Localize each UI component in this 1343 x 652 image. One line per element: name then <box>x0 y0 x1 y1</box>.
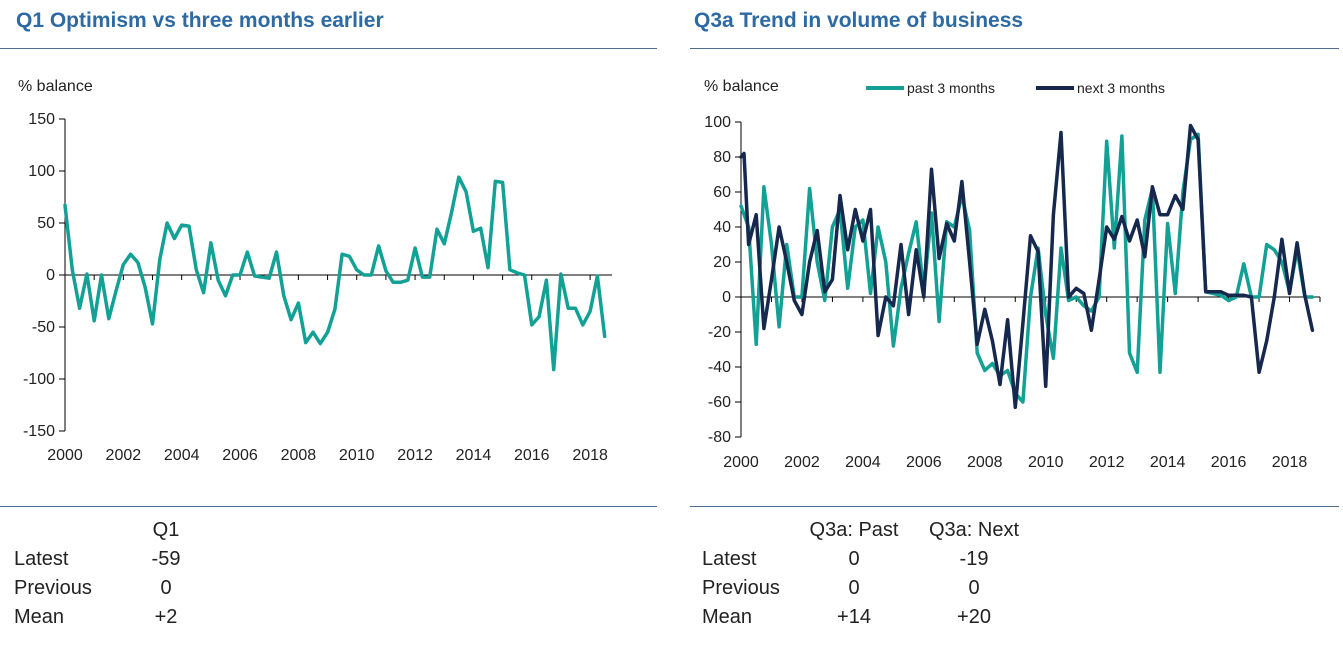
title-divider <box>690 48 1339 49</box>
x-tick-label: 2018 <box>572 447 608 464</box>
x-tick-label: 2016 <box>1211 454 1247 471</box>
stats-next-previous: 0 <box>968 577 980 599</box>
q3a-line-chart: % balance 100 80 60 40 20 0 -20 -40 -60 -80 2000 200… <box>704 78 1321 471</box>
y-tick-label: 60 <box>713 184 731 201</box>
y-tick-label: 0 <box>46 267 55 284</box>
stats-label-mean: Mean <box>14 606 65 628</box>
stats-previous-value: 0 <box>160 577 172 599</box>
stats-label-previous: Previous <box>14 577 92 599</box>
x-tick-label: 2014 <box>1150 454 1186 471</box>
stats-label-latest: Latest <box>702 548 757 570</box>
legend-label-1: next 3 months <box>1077 80 1165 96</box>
q1-panel: Q1 Optimism vs three months earlier % ba… <box>0 9 657 628</box>
stats-header-next: Q3a: Next <box>928 519 1020 541</box>
y-tick-label: 80 <box>713 149 731 166</box>
q1-line-chart: % balance 150 100 50 0 -50 -100 -150 2000 2002 200… <box>18 78 612 464</box>
x-tick-label: 2002 <box>784 454 820 471</box>
y-tick-label: 150 <box>28 111 55 128</box>
x-tick-label: 2002 <box>106 447 142 464</box>
stats-next-latest: -19 <box>959 548 989 570</box>
stats-next-mean: +20 <box>957 606 991 628</box>
stats-header-q1: Q1 <box>152 519 180 541</box>
x-tick-label: 2006 <box>222 447 258 464</box>
stats-latest-value: -59 <box>151 548 181 570</box>
x-tick-label: 2000 <box>723 454 759 471</box>
x-tick-label: 2014 <box>456 447 492 464</box>
x-tick-label: 2010 <box>339 447 375 464</box>
y-axis-label: % balance <box>18 78 93 95</box>
x-tick-label: 2000 <box>47 447 83 464</box>
y-tick-label: 20 <box>713 254 731 271</box>
series-line-0 <box>63 175 607 372</box>
y-tick-label: -80 <box>708 429 731 446</box>
y-tick-label: 100 <box>28 163 55 180</box>
stats-label-latest: Latest <box>14 548 69 570</box>
stats-past-mean: +14 <box>837 606 871 628</box>
y-tick-label: 40 <box>713 219 731 236</box>
y-tick-label: 0 <box>722 289 731 306</box>
title-divider <box>0 48 657 49</box>
y-tick-label: -40 <box>708 359 731 376</box>
x-tick-label: 2018 <box>1272 454 1308 471</box>
stats-divider <box>0 506 657 507</box>
stats-label-mean: Mean <box>702 606 753 628</box>
x-tick-label: 2012 <box>1089 454 1125 471</box>
y-tick-label: -60 <box>708 394 731 411</box>
y-tick-label: 100 <box>704 114 731 131</box>
stats-past-latest: 0 <box>848 548 860 570</box>
x-tick-label: 2004 <box>845 454 881 471</box>
x-tick-label: 2008 <box>281 447 317 464</box>
q3a-panel: Q3a Trend in volume of business % balanc… <box>690 0 1343 652</box>
x-tick-label: 2016 <box>514 447 550 464</box>
stats-past-previous: 0 <box>848 577 860 599</box>
x-tick-label: 2012 <box>397 447 433 464</box>
y-tick-label: -100 <box>23 371 55 388</box>
y-tick-label: 50 <box>37 215 55 232</box>
x-tick-label: 2010 <box>1028 454 1064 471</box>
stats-label-previous: Previous <box>702 577 780 599</box>
x-tick-label: 2004 <box>164 447 200 464</box>
legend-label-0: past 3 months <box>907 80 995 96</box>
q1-chart-title: Q1 Optimism vs three months earlier <box>16 9 384 32</box>
stats-header-past: Q3a: Past <box>809 519 899 541</box>
y-tick-label: -150 <box>23 423 55 440</box>
y-tick-label: -20 <box>708 324 731 341</box>
x-tick-label: 2008 <box>967 454 1003 471</box>
stats-divider <box>690 506 1339 507</box>
y-tick-label: -50 <box>32 319 55 336</box>
series-line-1 <box>739 123 1315 410</box>
q3a-chart-title: Q3a Trend in volume of business <box>694 9 1024 32</box>
x-tick-label: 2006 <box>906 454 942 471</box>
stats-mean-value: +2 <box>154 606 178 628</box>
y-axis-label: % balance <box>704 78 779 95</box>
